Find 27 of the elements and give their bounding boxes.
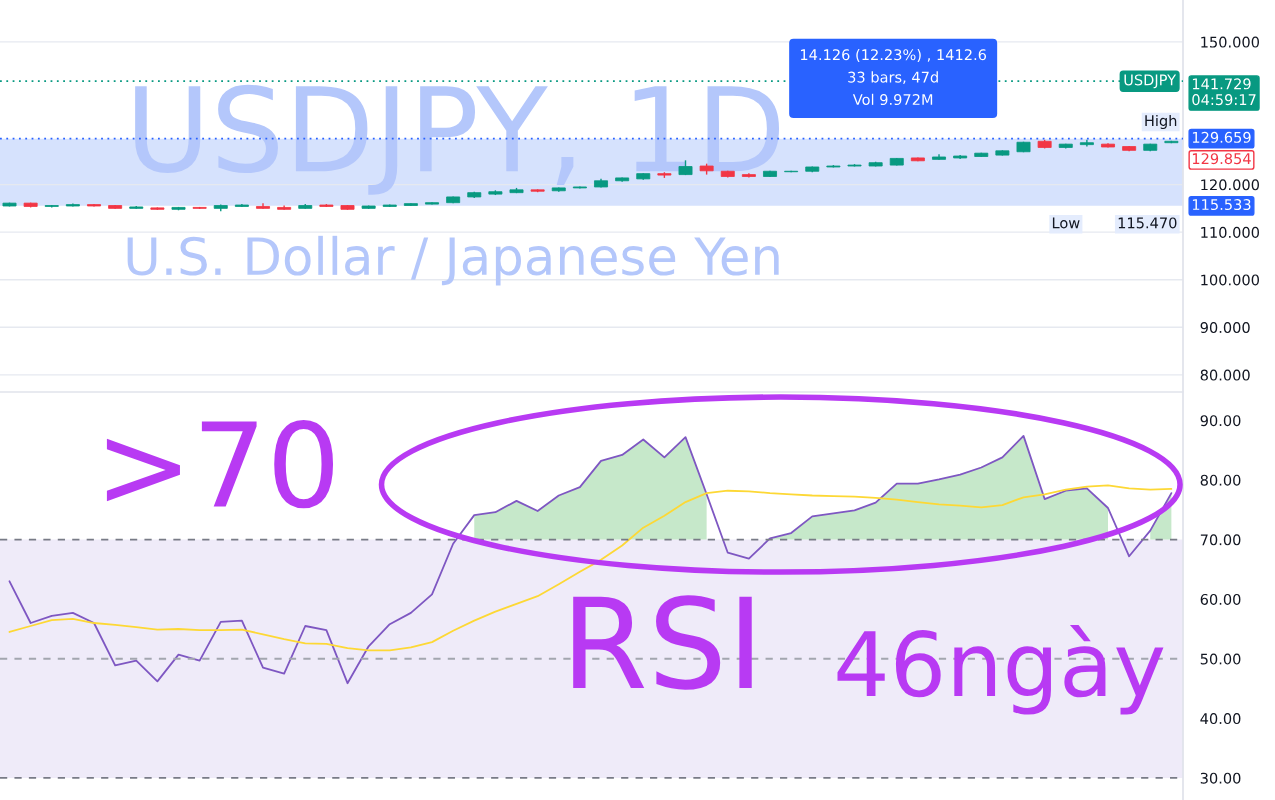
annotation: 115.470 <box>1118 217 1177 229</box>
annotation: RSI <box>573 595 752 690</box>
annotation: 14.126 (12.23%) , 1412.6 33 bars, 47d Vol 9.972M <box>800 48 987 106</box>
y-tick-label: 70.00 <box>1200 534 1241 546</box>
text: USDJPY <box>1124 74 1177 89</box>
band-label: 115.533 <box>1192 199 1251 211</box>
y-tick-label: 60.00 <box>1200 593 1241 605</box>
y-tick-label: 120.000 <box>1201 179 1259 191</box>
y-tick-label: 150.000 <box>1201 36 1259 48</box>
y-tick-label: 80.000 <box>1200 369 1250 381</box>
y-tick-label: 110.000 <box>1201 226 1259 238</box>
y-tick-label: 40.00 <box>1200 713 1241 725</box>
y-tick-label: 30.00 <box>1200 772 1241 784</box>
text: USDJPY, 1D <box>135 84 780 195</box>
y-tick-label: 90.00 <box>1200 415 1241 427</box>
ref-line-label: 141.729 04:59:17 <box>1192 78 1256 106</box>
annotation: High <box>1145 114 1177 130</box>
y-tick-label: 50.00 <box>1200 653 1241 665</box>
annotation: Low <box>1052 217 1080 229</box>
text: U.S. Dollar / Japanese Yen <box>127 235 779 286</box>
ref-line-label: 129.659 <box>1192 131 1251 143</box>
text: 129.854 <box>1192 153 1251 165</box>
annotation: >70 <box>106 420 334 509</box>
annotation: 46ngày <box>837 624 1164 715</box>
y-tick-label: 100.000 <box>1201 274 1259 286</box>
y-tick-label: 90.000 <box>1200 322 1250 334</box>
y-tick-label: 80.00 <box>1200 474 1241 486</box>
